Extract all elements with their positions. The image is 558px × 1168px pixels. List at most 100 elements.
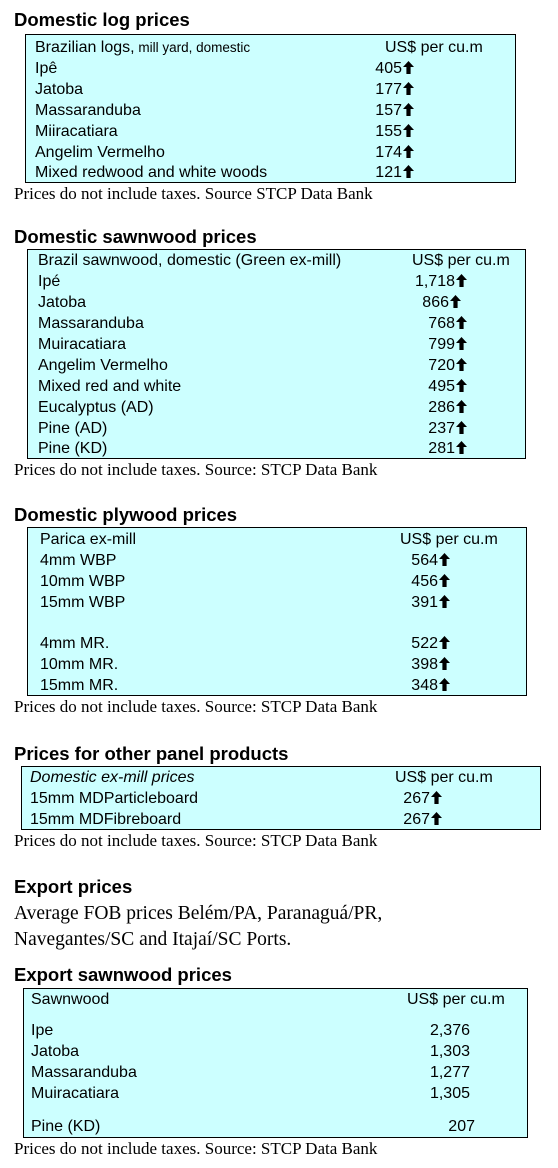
table-header-row: Brazil sawnwood, domestic (Green ex-mill…: [28, 250, 525, 271]
row-value: 398: [411, 656, 438, 673]
row-name: Ipe: [31, 1022, 54, 1039]
table-row: Massaranduba 1,277: [24, 1062, 527, 1083]
sawnwood-source-note: Prices do not include taxes. Source: STC…: [14, 460, 378, 479]
row-value: 155: [375, 123, 402, 140]
header-label: Brazil sawnwood, domestic (Green ex-mill…: [38, 252, 342, 269]
row-value: 391: [411, 594, 438, 611]
row-value: 799: [428, 336, 455, 353]
table-row: Massaranduba 157: [26, 100, 515, 121]
row-name: Jatoba: [38, 294, 87, 311]
up-arrow-icon: [403, 103, 414, 116]
table-row: Muiracatiara 799: [28, 334, 525, 355]
table-header-row: Brazilian logs, mill yard, domestic US$ …: [26, 37, 515, 58]
export-sawnwood-price-table: Sawnwood US$ per cu.m Ipe 2,376 Jatoba 1…: [23, 988, 528, 1138]
table-row: 15mm MDFibreboard 267: [22, 809, 540, 830]
table-row: Pine (KD) 207: [24, 1116, 527, 1137]
row-name: Massaranduba: [35, 102, 141, 119]
up-arrow-icon: [431, 812, 442, 825]
up-arrow-icon: [403, 165, 414, 178]
up-arrow-icon: [456, 421, 467, 434]
up-arrow-icon: [403, 124, 414, 137]
panel-section-heading: Prices for other panel products: [14, 743, 289, 764]
up-arrow-icon: [439, 595, 450, 608]
table-row: 10mm MR. 398: [28, 654, 526, 675]
header-unit: US$ per cu.m: [395, 769, 493, 786]
row-value: 866: [422, 294, 449, 311]
up-arrow-icon: [456, 274, 467, 287]
row-name: Pine (KD): [31, 1118, 101, 1135]
table-row: 15mm WBP 391: [28, 592, 526, 613]
sawnwood-price-table: Brazil sawnwood, domestic (Green ex-mill…: [27, 249, 526, 459]
table-header-row: Sawnwood US$ per cu.m: [24, 989, 527, 1010]
row-value: 207: [448, 1118, 475, 1135]
row-value: 564: [411, 552, 438, 569]
table-row: Jatoba 866: [28, 292, 525, 313]
table-row: Pine (KD) 281: [28, 438, 525, 459]
up-arrow-icon: [439, 678, 450, 691]
log-price-table: Brazilian logs, mill yard, domestic US$ …: [25, 34, 516, 183]
table-row: Miiracatiara 155: [26, 121, 515, 142]
table-header-row: Parica ex-mill US$ per cu.m: [28, 529, 526, 550]
table-row: Ipé 1,718: [28, 271, 525, 292]
up-arrow-icon: [439, 553, 450, 566]
row-name: Massaranduba: [31, 1064, 137, 1081]
up-arrow-icon: [456, 379, 467, 392]
header-label-small: mill yard, domestic: [134, 40, 251, 55]
row-name: Muiracatiara: [31, 1085, 120, 1102]
row-name: 4mm MR.: [40, 635, 110, 652]
table-row: 4mm WBP 564: [28, 550, 526, 571]
row-name: Jatoba: [35, 81, 84, 98]
table-row: Ipê 405: [26, 58, 515, 79]
row-name: 4mm WBP: [40, 552, 117, 569]
table-row: 4mm MR. 522: [28, 633, 526, 654]
up-arrow-icon: [403, 61, 414, 74]
header-unit: US$ per cu.m: [385, 39, 483, 56]
row-value: 281: [428, 440, 455, 457]
row-value: 348: [411, 677, 438, 694]
panel-price-table: Domestic ex-mill prices US$ per cu.m 15m…: [21, 766, 541, 830]
row-value: 522: [411, 635, 438, 652]
export-description: Average FOB prices Belém/PA, Paranaguá/P…: [14, 903, 383, 950]
row-value: 2,376: [429, 1022, 470, 1039]
table-row: Jatoba 1,303: [24, 1041, 527, 1062]
header-unit: US$ per cu.m: [412, 252, 510, 269]
row-value: 267: [403, 790, 430, 807]
table-header-row: Domestic ex-mill prices US$ per cu.m: [22, 767, 540, 788]
row-name: Pine (AD): [38, 420, 108, 437]
row-name: 10mm MR.: [40, 656, 119, 673]
table-row: 15mm MDParticleboard 267: [22, 788, 540, 809]
up-arrow-icon: [456, 337, 467, 350]
table-row: 10mm WBP 456: [28, 571, 526, 592]
table-row: 15mm MR. 348: [28, 675, 526, 696]
row-value: 286: [428, 399, 455, 416]
row-value: 495: [428, 378, 455, 395]
header-label: Domestic ex-mill prices: [30, 769, 195, 786]
row-value: 177: [375, 81, 402, 98]
up-arrow-icon: [403, 145, 414, 158]
row-value: 456: [411, 573, 438, 590]
plywood-source-note: Prices do not include taxes. Source: STC…: [14, 697, 378, 716]
row-value: 1,303: [429, 1043, 470, 1060]
row-value: 174: [375, 144, 402, 161]
row-value: 768: [428, 315, 455, 332]
row-value: 237: [428, 420, 455, 437]
sawnwood-section-heading: Domestic sawnwood prices: [14, 226, 257, 247]
table-row: Eucalyptus (AD) 286: [28, 397, 525, 418]
table-row: Ipe 2,376: [24, 1020, 527, 1041]
export-sawnwood-source-note: Prices do not include taxes. Source: STC…: [14, 1139, 378, 1158]
row-value: 405: [375, 60, 402, 77]
up-arrow-icon: [456, 400, 467, 413]
row-name: Pine (KD): [38, 440, 108, 457]
export-sawnwood-section-heading: Export sawnwood prices: [14, 964, 232, 985]
plywood-price-table: Parica ex-mill US$ per cu.m 4mm WBP 564 …: [27, 527, 527, 696]
up-arrow-icon: [403, 82, 414, 95]
row-name: Mixed red and white: [38, 378, 182, 395]
row-name: Massaranduba: [38, 315, 144, 332]
row-value: 720: [428, 357, 455, 374]
row-name: 15mm MDFibreboard: [30, 811, 182, 828]
table-row: Jatoba 177: [26, 79, 515, 100]
header-label: Brazilian logs,: [35, 39, 135, 56]
log-source-note: Prices do not include taxes. Source STCP…: [14, 184, 373, 203]
row-value: 1,277: [429, 1064, 470, 1081]
table-row: Muiracatiara 1,305: [24, 1083, 527, 1104]
